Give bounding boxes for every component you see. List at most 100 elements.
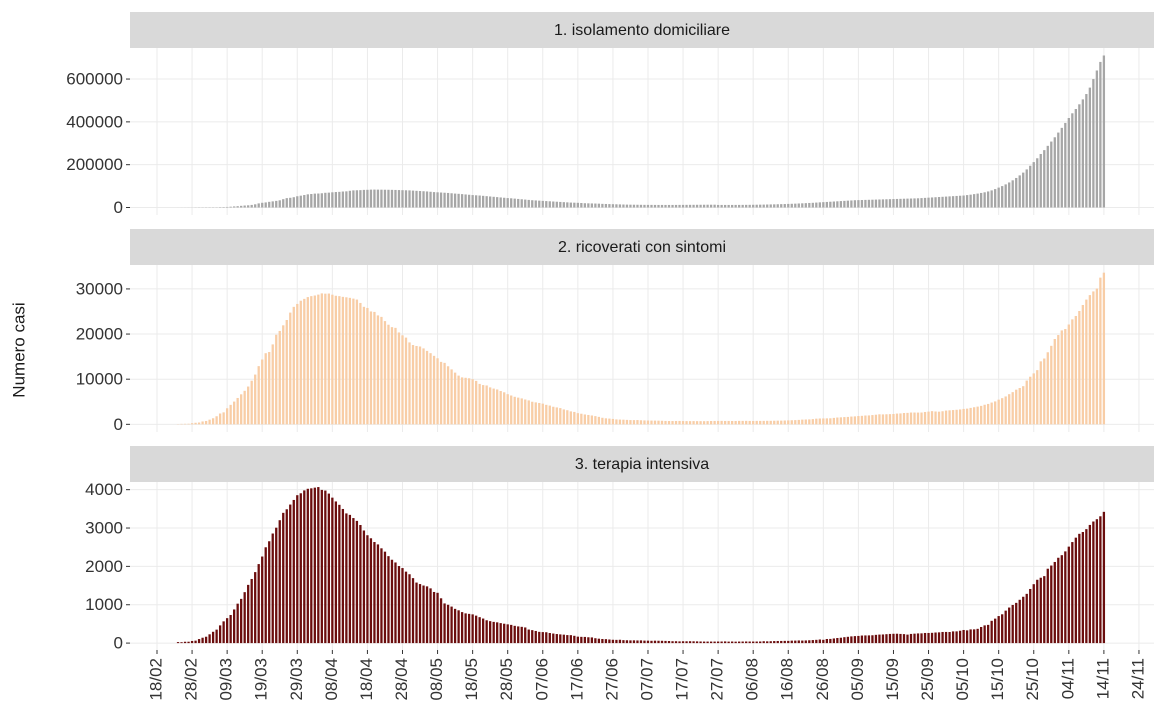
bar (822, 418, 825, 425)
bar (513, 198, 516, 208)
bar (282, 199, 285, 208)
bar (362, 306, 366, 425)
bar (254, 204, 257, 208)
bar (587, 203, 590, 208)
bar (489, 387, 492, 425)
bar (702, 641, 706, 644)
bar (881, 414, 885, 425)
bar (538, 631, 541, 644)
bar (783, 204, 786, 208)
bar (324, 192, 327, 208)
bar (467, 378, 471, 425)
bar (369, 311, 373, 425)
strip-background (130, 12, 1154, 48)
bar (257, 366, 260, 425)
bar (404, 190, 408, 208)
bar (225, 618, 229, 644)
bar (646, 420, 650, 425)
bar (1099, 61, 1102, 208)
bar (948, 410, 951, 425)
bar (937, 411, 941, 425)
bar (671, 641, 674, 644)
bar (576, 413, 579, 425)
bar (885, 199, 888, 208)
bar (446, 366, 450, 425)
bar (951, 196, 955, 208)
bar (348, 297, 352, 425)
bar (1018, 175, 1021, 208)
bar (997, 616, 1000, 644)
bar (390, 189, 394, 208)
bar (839, 417, 843, 425)
x-tick-label: 25/09 (918, 658, 937, 701)
bar (878, 634, 881, 644)
bar (317, 193, 320, 208)
bar (1095, 519, 1099, 644)
strip-background (130, 229, 1154, 265)
bar (1071, 319, 1074, 425)
x-tick-label: 17/07 (673, 658, 692, 701)
bar (646, 204, 650, 208)
bar (380, 548, 383, 644)
bar (976, 406, 979, 425)
bar (832, 638, 836, 644)
bar (660, 640, 664, 644)
bar (1095, 70, 1099, 208)
bar (429, 353, 432, 425)
bar (899, 198, 902, 208)
bar (723, 204, 727, 208)
x-tick-label: 04/11 (1058, 658, 1077, 699)
bar (453, 608, 457, 644)
bar (183, 423, 187, 425)
bar (1085, 94, 1088, 208)
y-tick-label: 20000 (76, 325, 123, 344)
bar (576, 636, 579, 644)
x-tick-label: 18/02 (146, 658, 165, 701)
x-tick-label: 17/06 (567, 658, 586, 701)
bar (692, 204, 695, 208)
bar (229, 404, 232, 425)
bar (829, 201, 832, 208)
bar (1071, 113, 1074, 208)
bar (1018, 388, 1021, 425)
bar (927, 197, 930, 208)
bar (524, 199, 527, 208)
bar (1011, 392, 1014, 425)
bar (881, 634, 885, 644)
bar (829, 418, 832, 425)
bar (832, 417, 836, 425)
bar (436, 358, 439, 425)
bar (562, 202, 565, 208)
bar (934, 197, 937, 208)
bar (674, 420, 678, 425)
bar (965, 195, 969, 208)
bar (303, 490, 306, 644)
bar (976, 628, 979, 644)
bar (254, 374, 257, 425)
bar (920, 412, 923, 425)
bar (597, 203, 601, 208)
bar (972, 407, 976, 425)
bar (397, 190, 401, 208)
bar (958, 195, 962, 208)
bar (1001, 614, 1004, 644)
bar (275, 200, 278, 208)
bar (194, 640, 197, 644)
bar (846, 636, 850, 644)
y-tick-label: 30000 (76, 279, 123, 298)
bar (373, 311, 376, 425)
bar (783, 420, 786, 425)
bar (850, 416, 853, 425)
bar (941, 411, 944, 425)
bar (1099, 277, 1102, 425)
bar (794, 203, 797, 208)
bar (538, 402, 541, 425)
bar (653, 420, 657, 425)
bar (674, 204, 678, 208)
bar (218, 413, 222, 425)
bar (264, 202, 267, 208)
bar (976, 193, 979, 208)
bar (962, 629, 965, 644)
bar (667, 421, 671, 425)
bar (657, 640, 660, 644)
